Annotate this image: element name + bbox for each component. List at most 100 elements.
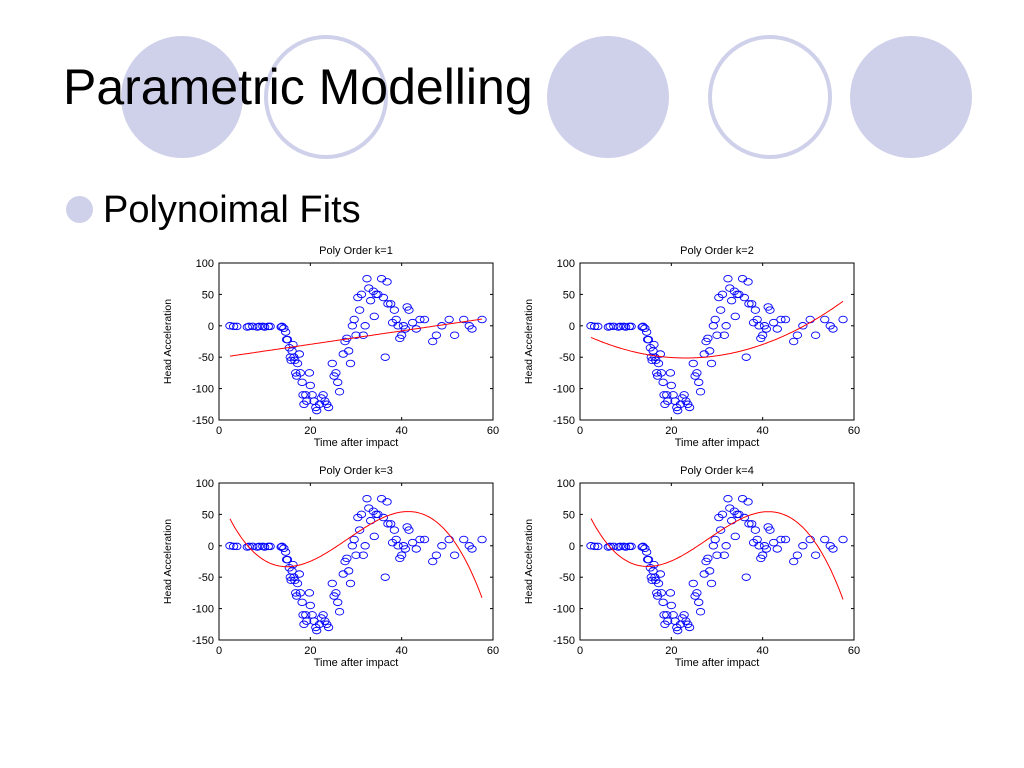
data-point bbox=[260, 323, 270, 331]
data-point bbox=[279, 324, 289, 333]
data-point bbox=[277, 322, 287, 331]
data-point bbox=[389, 306, 400, 314]
x-axis-label: Time after impact bbox=[314, 657, 399, 669]
y-tick-label: -100 bbox=[192, 384, 214, 396]
data-point bbox=[721, 542, 731, 550]
data-point bbox=[747, 520, 757, 528]
data-point bbox=[643, 555, 654, 564]
x-tick-label: 40 bbox=[757, 645, 769, 657]
data-point bbox=[750, 526, 761, 534]
data-point bbox=[344, 567, 354, 575]
data-point bbox=[291, 589, 301, 597]
data-point bbox=[305, 601, 315, 610]
data-point bbox=[355, 306, 365, 314]
data-point bbox=[260, 543, 270, 551]
data-point bbox=[323, 403, 334, 412]
data-point bbox=[655, 570, 666, 578]
data-point bbox=[276, 543, 286, 551]
data-point bbox=[658, 378, 668, 387]
deco-circle-outline bbox=[264, 35, 388, 159]
data-point bbox=[694, 378, 704, 387]
x-tick-label: 0 bbox=[216, 645, 222, 657]
data-point bbox=[642, 328, 652, 336]
data-point bbox=[643, 335, 654, 344]
data-point bbox=[772, 325, 782, 333]
data-point bbox=[295, 369, 305, 377]
y-tick-label: 100 bbox=[557, 478, 575, 490]
data-point bbox=[477, 535, 487, 544]
data-point bbox=[349, 315, 359, 324]
data-point bbox=[730, 532, 740, 541]
data-point bbox=[653, 579, 664, 588]
data-point bbox=[411, 545, 421, 553]
data-point bbox=[232, 542, 242, 551]
data-point bbox=[828, 545, 838, 553]
data-point bbox=[723, 494, 733, 503]
data-point bbox=[431, 331, 442, 339]
data-point bbox=[304, 589, 315, 597]
y-tick-label: 50 bbox=[563, 509, 575, 521]
data-point bbox=[626, 542, 636, 551]
data-point bbox=[765, 526, 775, 534]
data-point bbox=[282, 555, 293, 564]
data-point bbox=[349, 535, 359, 544]
data-point bbox=[652, 369, 662, 377]
data-point bbox=[415, 535, 425, 544]
data-point bbox=[638, 322, 648, 331]
bullet-text: Polynoimal Fits bbox=[103, 189, 361, 231]
data-point bbox=[342, 554, 352, 563]
data-point bbox=[333, 378, 343, 387]
data-point bbox=[586, 542, 596, 550]
data-point bbox=[739, 513, 750, 522]
x-tick-label: 40 bbox=[396, 645, 408, 657]
data-point bbox=[828, 325, 838, 333]
data-point bbox=[380, 573, 390, 581]
data-point bbox=[642, 548, 652, 556]
data-point bbox=[358, 331, 368, 339]
data-point bbox=[640, 544, 650, 553]
plot-area bbox=[579, 262, 855, 421]
data-point bbox=[838, 315, 848, 324]
deco-circle-filled bbox=[850, 36, 972, 158]
y-axis-label: Head Acceleration bbox=[162, 299, 174, 384]
data-point bbox=[695, 387, 706, 396]
y-tick-label: 0 bbox=[569, 321, 575, 333]
y-tick-label: -100 bbox=[553, 384, 575, 396]
y-tick-label: 100 bbox=[557, 258, 575, 270]
data-point bbox=[768, 538, 779, 547]
data-point bbox=[380, 353, 390, 361]
data-point bbox=[663, 397, 673, 405]
data-point bbox=[761, 325, 771, 333]
data-point bbox=[615, 542, 625, 551]
data-point bbox=[378, 293, 389, 302]
data-point bbox=[593, 322, 603, 331]
data-point bbox=[792, 551, 803, 559]
x-tick-label: 60 bbox=[848, 645, 860, 657]
data-point bbox=[706, 359, 717, 368]
data-point bbox=[621, 543, 631, 551]
data-point bbox=[265, 322, 275, 331]
data-point bbox=[684, 403, 695, 412]
data-point bbox=[279, 544, 289, 553]
data-point bbox=[626, 322, 636, 331]
y-tick-label: 0 bbox=[208, 541, 214, 553]
data-point bbox=[776, 315, 786, 324]
data-point bbox=[820, 535, 830, 544]
y-tick-label: 50 bbox=[202, 289, 214, 301]
data-point bbox=[389, 526, 400, 534]
data-point bbox=[459, 315, 469, 324]
data-point bbox=[663, 617, 673, 625]
data-point bbox=[688, 579, 698, 588]
data-point bbox=[248, 322, 258, 331]
x-tick-label: 0 bbox=[577, 645, 583, 657]
data-point bbox=[659, 391, 669, 399]
data-point bbox=[692, 369, 702, 377]
y-tick-label: -50 bbox=[198, 572, 214, 584]
y-tick-label: 50 bbox=[202, 509, 214, 521]
y-tick-label: -50 bbox=[198, 352, 214, 364]
data-point bbox=[703, 554, 713, 563]
data-point bbox=[776, 535, 786, 544]
data-point bbox=[459, 535, 469, 544]
data-point bbox=[419, 315, 430, 324]
